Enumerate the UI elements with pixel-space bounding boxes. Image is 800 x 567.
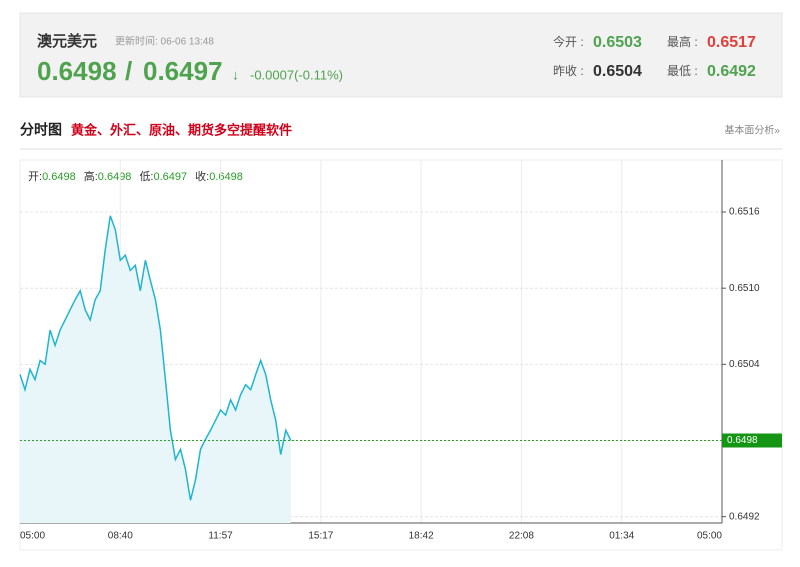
update-time: 更新时间: 06-06 13:48 [115,35,214,48]
ohlc-value: 0.6498 [98,171,132,183]
separator: / [125,56,132,86]
x-tick-label: 08:40 [108,531,133,542]
ohlc-label: 开: [28,171,42,183]
header-box [19,12,783,98]
ohlc-value: 0.6498 [209,171,243,183]
x-tick-label: 18:42 [409,531,434,542]
ohlc-label: 收: [195,169,209,183]
ohlc-label: 低: [139,170,153,183]
stat-label: 昨收 : [553,64,584,78]
stat-value: 0.6492 [707,63,756,80]
stat-value: 0.6504 [593,63,642,80]
x-tick-label: 15:17 [308,531,333,542]
section-title: 分时图 [20,122,62,138]
promo-link[interactable]: 黄金、外汇、原油、期货多空提醒软件 [71,122,292,137]
chart-frame [19,159,783,551]
y-tick-label: 0.6504 [729,359,760,370]
last-price-label: 0.6498 [727,435,758,446]
x-tick-label: 05:00 [697,531,722,542]
bid-price: 0.6498 [37,56,117,86]
ohlc-value: 0.6497 [154,171,188,183]
analysis-link[interactable]: 基本面分析» [724,124,780,137]
y-tick-label: 0.6510 [729,283,760,294]
x-tick-label: 05:00 [20,531,45,542]
series-line [19,215,292,501]
y-tick-label: 0.6516 [729,207,760,218]
y-tick-label: 0.6492 [729,511,760,522]
x-tick-label: 01:34 [609,531,634,542]
stat-value: 0.6503 [593,34,642,51]
pair-title: 澳元美元 [37,32,97,50]
ohlc-value: 0.6498 [42,171,76,183]
ohlc-label: 高: [84,169,98,183]
x-tick-label: 11:57 [208,531,233,542]
x-tick-label: 22:08 [509,531,534,542]
stat-label: 今开 : [553,34,584,49]
last-price-tag [722,433,782,448]
stat-label: 最高 : [667,34,698,49]
stat-label: 最低 : [667,64,698,78]
stat-value: 0.6517 [707,34,756,51]
ask-price: 0.6497 [143,56,223,86]
arrow: ↓ [232,67,239,83]
change: -0.0007(-0.11%) [250,67,343,82]
ohlc-legend: 开:0.6498 高:0.6498 低:0.6497 收:0.6498 [28,169,243,183]
series-area [20,215,291,524]
